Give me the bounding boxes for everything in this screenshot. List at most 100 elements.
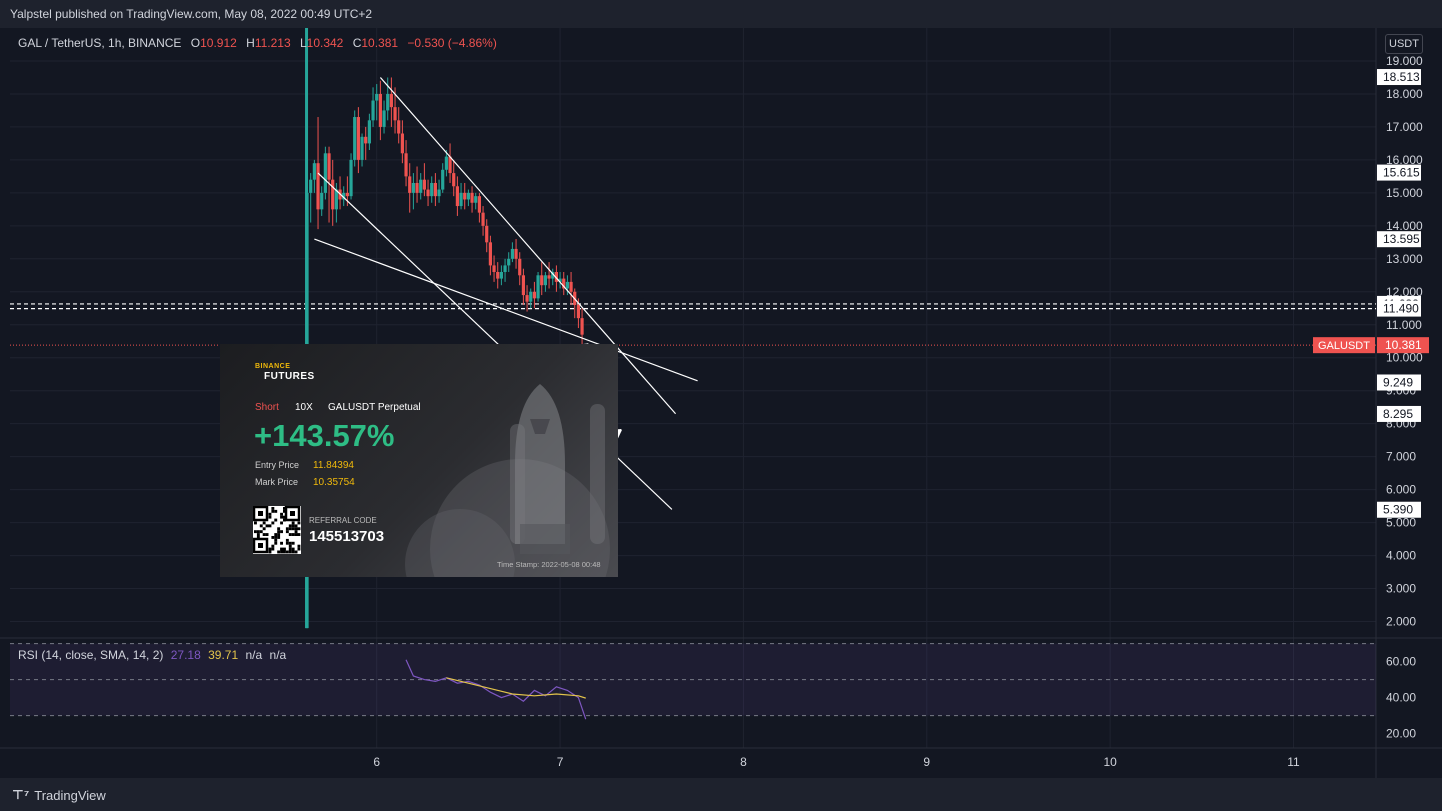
- qr-module: [280, 547, 283, 551]
- qr-module: [285, 538, 289, 542]
- qr-module: [280, 512, 283, 516]
- qr-module: [256, 533, 260, 536]
- candle-body: [437, 189, 441, 197]
- position-pair: GALUSDT Perpetual: [328, 402, 421, 413]
- price-marker-box: [1377, 69, 1421, 86]
- candle-body: [393, 107, 397, 121]
- tradingview-logo[interactable]: ⊤⁷ TradingView: [12, 787, 106, 803]
- qr-module: [262, 521, 266, 525]
- price-tick-label: 3.000: [1386, 582, 1416, 596]
- qr-module: [274, 538, 278, 542]
- last-price-label: 10.381: [1385, 338, 1422, 352]
- rsi-na-1: n/a: [245, 648, 263, 662]
- candle-body: [532, 291, 536, 299]
- qr-module: [268, 550, 272, 554]
- qr-module: [280, 515, 283, 519]
- qr-module: [283, 515, 286, 519]
- qr-module: [271, 536, 275, 539]
- price-tick-label: 12.000: [1386, 285, 1423, 299]
- price-marker-label: 13.595: [1383, 232, 1420, 246]
- candle-body: [382, 110, 386, 127]
- candle-body: [426, 189, 430, 197]
- qr-module: [265, 533, 269, 536]
- candle-body: [448, 156, 452, 174]
- price-tick-label: 15.000: [1386, 186, 1423, 200]
- qr-finder: [252, 505, 269, 522]
- chart-area[interactable]: 19.000 18.000 17.000 16.000 15.000 14.000 13.0…: [0, 28, 1442, 778]
- qr-module: [285, 541, 289, 545]
- close-label: C: [352, 36, 362, 50]
- candle-body: [492, 265, 496, 272]
- symbol-badge: [1313, 337, 1375, 354]
- time-tick-label: 8: [740, 755, 747, 769]
- price-tick-label: 6.000: [1386, 483, 1416, 497]
- qr-module: [297, 544, 301, 548]
- candle-body: [576, 304, 581, 319]
- currency-unit-button[interactable]: USDT: [1385, 34, 1423, 54]
- mark-price-label: Mark Price: [255, 477, 299, 487]
- candle-body: [334, 189, 338, 210]
- qr-module: [268, 547, 272, 551]
- qr-module: [280, 541, 283, 545]
- qr-module: [283, 507, 286, 510]
- qr-finder: [284, 505, 301, 522]
- price-marker-box: [1377, 405, 1421, 422]
- price-marker-label: 8.295: [1383, 407, 1413, 421]
- candle-body: [477, 196, 481, 213]
- qr-module: [297, 521, 301, 525]
- chart-canvas[interactable]: 19.000 18.000 17.000 16.000 15.000 14.000 13.0…: [0, 28, 1442, 778]
- rsi-na-2: n/a: [269, 648, 287, 662]
- price-marker-label: 11.490: [1383, 302, 1419, 316]
- price-marker-label: 18.513: [1383, 70, 1420, 84]
- time-tick-label: 9: [923, 755, 930, 769]
- qr-module: [291, 524, 295, 528]
- candle-body: [378, 93, 382, 127]
- qr-module: [297, 547, 301, 551]
- futures-logo-text: FUTURES: [264, 371, 315, 382]
- candle-body: [543, 275, 547, 286]
- price-tick-label: 11.000: [1386, 318, 1422, 332]
- candle-body: [386, 93, 390, 111]
- price-marker-box: [1377, 501, 1421, 518]
- qr-module: [288, 527, 292, 531]
- price-marker-box: [1377, 300, 1421, 317]
- price-tick-label: 2.000: [1386, 615, 1416, 629]
- qr-module: [262, 533, 266, 536]
- candle-body: [441, 169, 445, 190]
- qr-module: [288, 544, 292, 548]
- qr-module: [285, 527, 289, 531]
- candle-body: [551, 272, 555, 279]
- price-tick-label: 16.000: [1386, 153, 1423, 167]
- candle-body: [430, 182, 434, 197]
- candle-body: [565, 281, 570, 289]
- rsi-sma-value: 39.71: [208, 648, 239, 662]
- candle-body: [309, 179, 313, 193]
- qr-module: [268, 515, 272, 519]
- qr-module: [265, 524, 269, 528]
- symbol-legend: GAL / TetherUS, 1h, BINANCE O10.912 H11.…: [18, 36, 497, 50]
- candle-body: [455, 186, 459, 207]
- candle-body: [470, 192, 474, 203]
- candle-body: [562, 278, 566, 289]
- candle-body: [323, 153, 327, 193]
- candle-body: [459, 192, 463, 207]
- price-marker-box: [1377, 374, 1421, 391]
- qr-module: [254, 530, 257, 534]
- time-tick-label: 10: [1103, 755, 1117, 769]
- candle-body: [481, 212, 485, 226]
- candle-body: [529, 291, 533, 302]
- referral-label: REFERRAL CODE: [309, 516, 377, 525]
- qr-module: [259, 530, 263, 534]
- open-value: 10.912: [200, 36, 237, 50]
- candle-body: [452, 173, 456, 187]
- candle-body: [367, 120, 371, 144]
- high-label: H: [246, 36, 255, 50]
- candle-body: [360, 136, 364, 160]
- trend-line: [379, 77, 677, 415]
- candle-body: [554, 272, 558, 282]
- price-marker-box: [1377, 164, 1421, 181]
- candle-body: [433, 182, 437, 197]
- qr-module: [297, 533, 301, 536]
- rsi-line: [405, 659, 587, 720]
- time-tick-label: 7: [557, 755, 564, 769]
